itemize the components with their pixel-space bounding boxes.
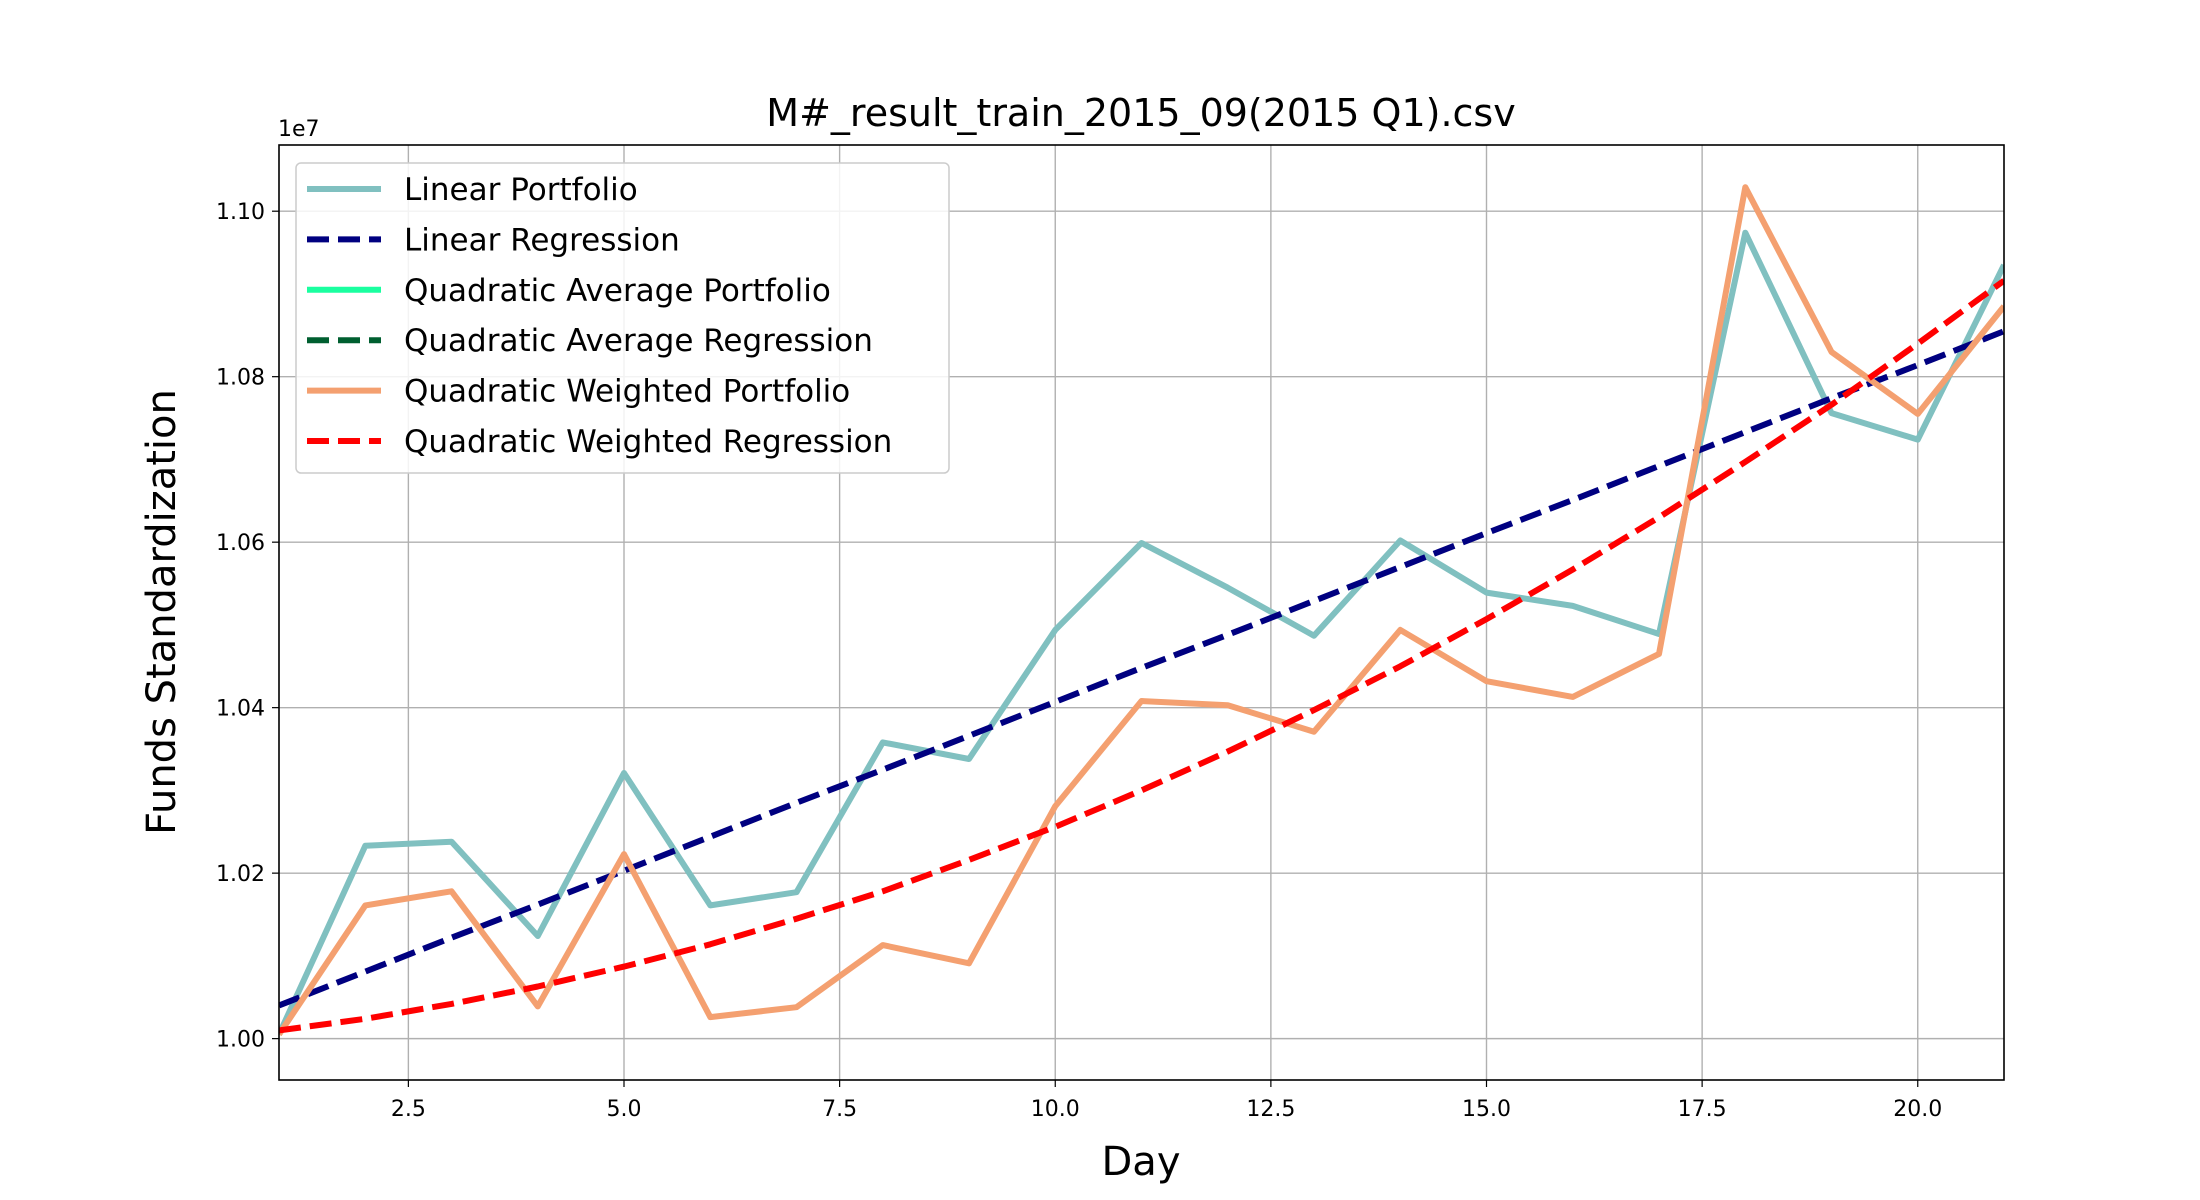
- series-line: [279, 229, 2004, 1036]
- x-tick-label: 17.5: [1678, 1097, 1727, 1122]
- legend-label: Linear Portfolio: [404, 172, 638, 208]
- x-tick-label: 20.0: [1893, 1097, 1942, 1122]
- y-tick-label: 1.10: [216, 200, 265, 225]
- legend-label: Quadratic Average Portfolio: [404, 273, 831, 309]
- legend-label: Quadratic Weighted Portfolio: [404, 374, 850, 410]
- y-tick-label: 1.08: [216, 366, 265, 391]
- x-tick-label: 2.5: [391, 1097, 426, 1122]
- series-line: [279, 184, 2004, 1037]
- y-axis-label: Funds Standardization: [139, 389, 185, 835]
- x-tick-label: 12.5: [1246, 1097, 1295, 1122]
- legend-label: Quadratic Weighted Regression: [404, 424, 892, 460]
- x-tick-label: 7.5: [822, 1097, 857, 1122]
- x-tick-label: 5.0: [607, 1097, 642, 1122]
- y-tick-label: 1.02: [216, 862, 265, 887]
- legend-label: Linear Regression: [404, 222, 680, 258]
- x-axis-label: Day: [1102, 1139, 1181, 1185]
- x-tick-label: 15.0: [1462, 1097, 1511, 1122]
- plot-frame: [278, 144, 2005, 1081]
- y-offset-label: 1e7: [278, 117, 320, 142]
- x-tick-label: 10.0: [1031, 1097, 1080, 1122]
- chart-title: M#_result_train_2015_09(2015 Q1).csv: [766, 91, 1515, 135]
- legend-box: [295, 162, 950, 474]
- legend-label: Quadratic Average Regression: [404, 323, 873, 359]
- y-tick-label: 1.04: [216, 697, 265, 722]
- y-tick-label: 1.00: [216, 1028, 265, 1053]
- y-tick-label: 1.06: [216, 531, 265, 556]
- series-line: [279, 278, 2004, 1034]
